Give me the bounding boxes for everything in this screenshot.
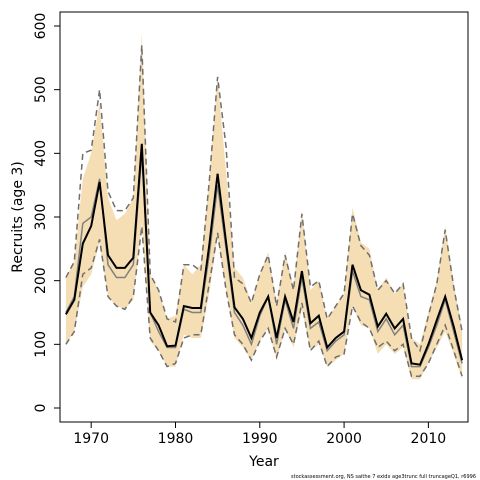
x-axis-title: Year xyxy=(248,454,279,470)
dashed-upper-line xyxy=(65,45,463,353)
x-tick-label: 1980 xyxy=(158,431,194,447)
confidence-band xyxy=(65,32,463,380)
y-tick-label: 100 xyxy=(33,331,49,358)
footnote: stockassessment.org, NS saithe 7 exidx a… xyxy=(291,474,476,480)
y-tick-label: 400 xyxy=(33,140,49,167)
y-tick-label: 0 xyxy=(33,404,49,413)
x-tick-label: 1990 xyxy=(242,431,278,447)
x-tick-label: 1970 xyxy=(73,431,109,447)
x-tick-label: 2010 xyxy=(411,431,447,447)
x-tick-label: 2000 xyxy=(326,431,362,447)
plot-area xyxy=(65,32,464,380)
recruitment-estimate-line xyxy=(65,143,464,366)
x-axis: 1970 1980 1990 2000 2010 xyxy=(73,422,446,447)
y-tick-label: 600 xyxy=(33,13,49,40)
dashed-lower-line xyxy=(65,226,463,377)
y-tick-label: 500 xyxy=(33,76,49,103)
y-tick-label: 200 xyxy=(33,267,49,294)
y-axis-title: Recruits (age 3) xyxy=(10,161,26,273)
y-axis: 0 100 200 300 400 500 600 xyxy=(33,13,60,413)
y-tick-label: 300 xyxy=(33,204,49,231)
